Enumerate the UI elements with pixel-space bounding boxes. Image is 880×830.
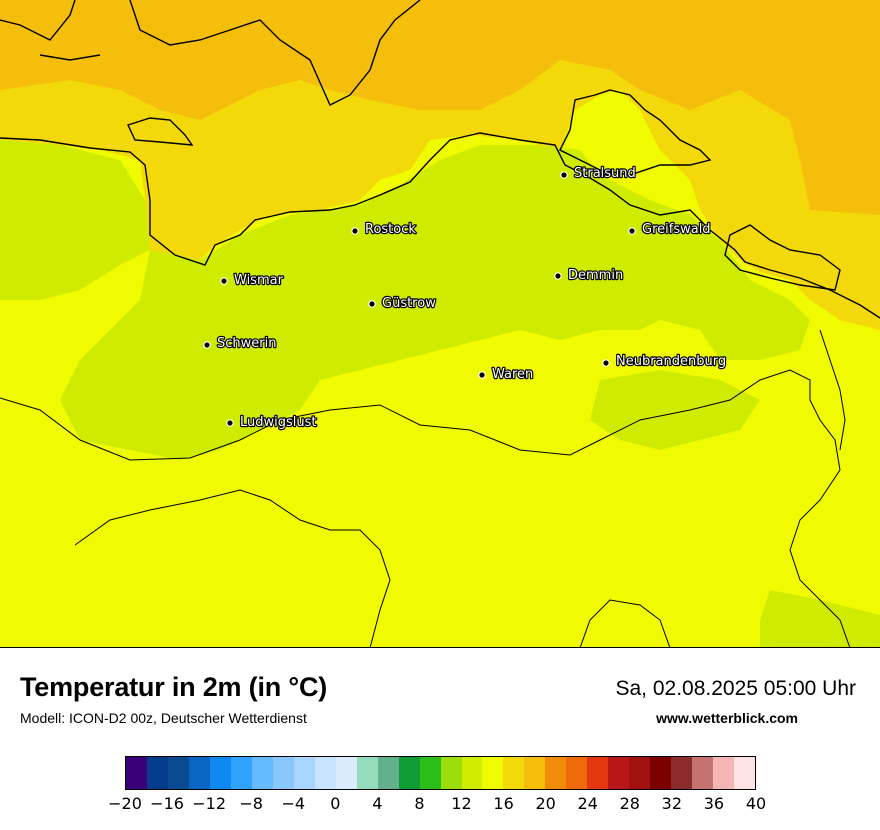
city-guestrow[interactable]: Güstrow [368, 295, 437, 312]
colorbar-segment [293, 757, 315, 789]
colorbar-tick-label: 12 [451, 794, 472, 813]
city-markers: Stralsund Rostock Greifswald Wismar Demm… [203, 165, 727, 431]
warm-sea-patch [0, 0, 880, 215]
forecast-datetime: Sa, 02.08.2025 05:00 Uhr [615, 677, 856, 700]
city-demmin[interactable]: Demmin [554, 267, 624, 284]
colorbar-segment [146, 757, 168, 789]
colorbar-tick-label: −12 [192, 794, 227, 813]
colorbar-segment [188, 757, 210, 789]
colorbar-segment [335, 757, 357, 789]
map-title: Temperatur in 2m (in °C) [20, 672, 328, 702]
colorbar-tick-label: 24 [577, 794, 598, 813]
colorbar-tick-label: −16 [150, 794, 184, 813]
colorbar-segment [692, 757, 714, 789]
city-waren[interactable]: Waren [478, 366, 534, 383]
colorbar-segment [167, 757, 189, 789]
coastline [0, 132, 880, 319]
colorbar-segment [419, 757, 441, 789]
colorbar-tick-label: −20 [108, 794, 142, 813]
colorbar-legend [125, 756, 756, 790]
city-label-waren: Waren [492, 367, 533, 382]
city-label-greifswald: Greifswald [642, 222, 711, 237]
cool-land-zone-main [60, 145, 810, 460]
city-greifswald[interactable]: Greifswald [628, 221, 712, 238]
cool-land-zone-se [760, 590, 880, 647]
colorbar-segment [356, 757, 378, 789]
island-ruegen [559, 89, 712, 176]
colorbar-tick-labels: −20 −16 −12 −8 −4 0 4 8 12 16 20 24 28 32 36 40 [108, 794, 766, 818]
state-border-south [74, 489, 671, 647]
state-border [0, 369, 851, 647]
colorbar-tick-label: 40 [745, 794, 767, 813]
colorbar-tick-label: 0 [330, 794, 341, 813]
colorbar-segment [251, 757, 273, 789]
colorbar-segment [566, 757, 588, 789]
temperature-map-graphic: Stralsund Rostock Greifswald Wismar Demm… [0, 0, 880, 647]
colorbar-tick-label: 32 [661, 794, 683, 813]
city-label-wismar: Wismar [234, 273, 284, 288]
cool-land-zone-west [0, 140, 150, 300]
colorbar-segment [629, 757, 651, 789]
colorbar-segment [713, 757, 735, 789]
colorbar-segment [272, 757, 294, 789]
colorbar-tick-label: 8 [414, 794, 425, 813]
colorbar-segment [524, 757, 546, 789]
colorbar-tick-label: 16 [493, 794, 514, 813]
city-schwerin[interactable]: Schwerin [203, 335, 278, 352]
city-ludwigslust[interactable]: Ludwigslust [226, 414, 318, 431]
website-link[interactable]: www.wetterblick.com [656, 710, 798, 726]
colorbar-segment [587, 757, 609, 789]
city-label-schwerin: Schwerin [217, 336, 276, 351]
colorbar-segment [398, 757, 420, 789]
colorbar-segment [209, 757, 231, 789]
colorbar-segment [230, 757, 252, 789]
colorbar-tick-label: 28 [619, 794, 640, 813]
colorbar-segment [734, 757, 756, 789]
city-stralsund[interactable]: Stralsund [560, 165, 637, 182]
colorbar-tick-label: −4 [281, 794, 306, 813]
colorbar-segment [608, 757, 630, 789]
colorbar-segment [126, 757, 147, 789]
cool-land-zone-south [590, 370, 760, 450]
colorbar-segment [377, 757, 399, 789]
coast-denmark [0, 0, 421, 106]
city-label-rostock: Rostock [365, 222, 416, 237]
colorbar-segment [650, 757, 672, 789]
city-label-demmin: Demmin [568, 268, 623, 283]
model-info: Modell: ICON-D2 00z, Deutscher Wetterdie… [20, 710, 307, 726]
coast-fehmarn [127, 117, 194, 146]
city-wismar[interactable]: Wismar [220, 272, 285, 289]
island-usedom [724, 224, 841, 291]
state-border-east [819, 329, 846, 451]
city-label-stralsund: Stralsund [574, 166, 636, 181]
colorbar-segment [482, 757, 504, 789]
colorbar-tick-label: −8 [239, 794, 263, 813]
colorbar-segment [671, 757, 693, 789]
colorbar-segment [461, 757, 483, 789]
city-neubrandenburg[interactable]: Neubrandenburg [602, 353, 727, 370]
city-rostock[interactable]: Rostock [351, 221, 418, 238]
colorbar-tick-label: 4 [372, 794, 383, 813]
colorbar-segment [440, 757, 462, 789]
colorbar-tick-label: 36 [703, 794, 725, 813]
city-label-guestrow: Güstrow [382, 296, 436, 311]
weather-map: Stralsund Rostock Greifswald Wismar Demm… [0, 0, 880, 648]
colorbar-segment [545, 757, 567, 789]
colorbar-segment [314, 757, 336, 789]
colorbar-segment [503, 757, 525, 789]
colorbar-tick-label: 20 [535, 794, 556, 813]
city-label-ludwigslust: Ludwigslust [240, 415, 317, 430]
map-footer: Temperatur in 2m (in °C) Modell: ICON-D2… [0, 648, 880, 830]
warm-sea-patch-east [795, 0, 880, 210]
city-label-neubrandenburg: Neubrandenburg [616, 354, 726, 369]
colorbar [125, 756, 756, 790]
